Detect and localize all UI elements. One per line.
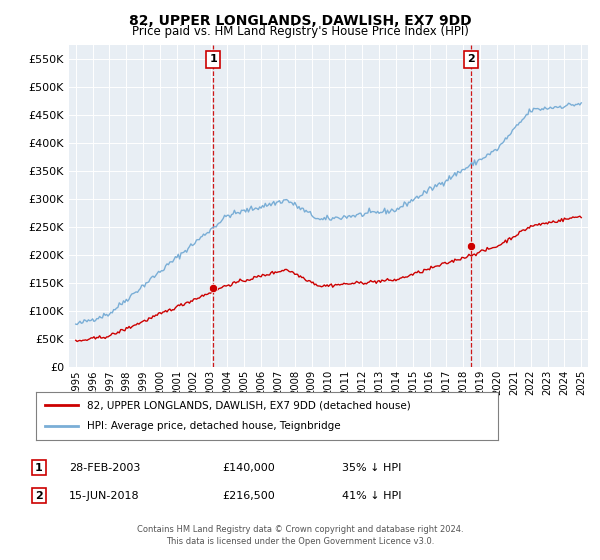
- Text: 82, UPPER LONGLANDS, DAWLISH, EX7 9DD: 82, UPPER LONGLANDS, DAWLISH, EX7 9DD: [128, 14, 472, 28]
- Text: 2: 2: [467, 54, 475, 64]
- Text: Contains HM Land Registry data © Crown copyright and database right 2024.: Contains HM Land Registry data © Crown c…: [137, 525, 463, 534]
- Text: £216,500: £216,500: [222, 491, 275, 501]
- Text: Price paid vs. HM Land Registry's House Price Index (HPI): Price paid vs. HM Land Registry's House …: [131, 25, 469, 38]
- Text: 28-FEB-2003: 28-FEB-2003: [69, 463, 140, 473]
- Text: 35% ↓ HPI: 35% ↓ HPI: [342, 463, 401, 473]
- Text: 1: 1: [209, 54, 217, 64]
- Text: 82, UPPER LONGLANDS, DAWLISH, EX7 9DD (detached house): 82, UPPER LONGLANDS, DAWLISH, EX7 9DD (d…: [87, 400, 410, 410]
- Text: HPI: Average price, detached house, Teignbridge: HPI: Average price, detached house, Teig…: [87, 421, 340, 431]
- Text: 41% ↓ HPI: 41% ↓ HPI: [342, 491, 401, 501]
- Text: £140,000: £140,000: [222, 463, 275, 473]
- Text: 15-JUN-2018: 15-JUN-2018: [69, 491, 140, 501]
- Text: 1: 1: [35, 463, 43, 473]
- Text: 2: 2: [35, 491, 43, 501]
- Text: This data is licensed under the Open Government Licence v3.0.: This data is licensed under the Open Gov…: [166, 537, 434, 546]
